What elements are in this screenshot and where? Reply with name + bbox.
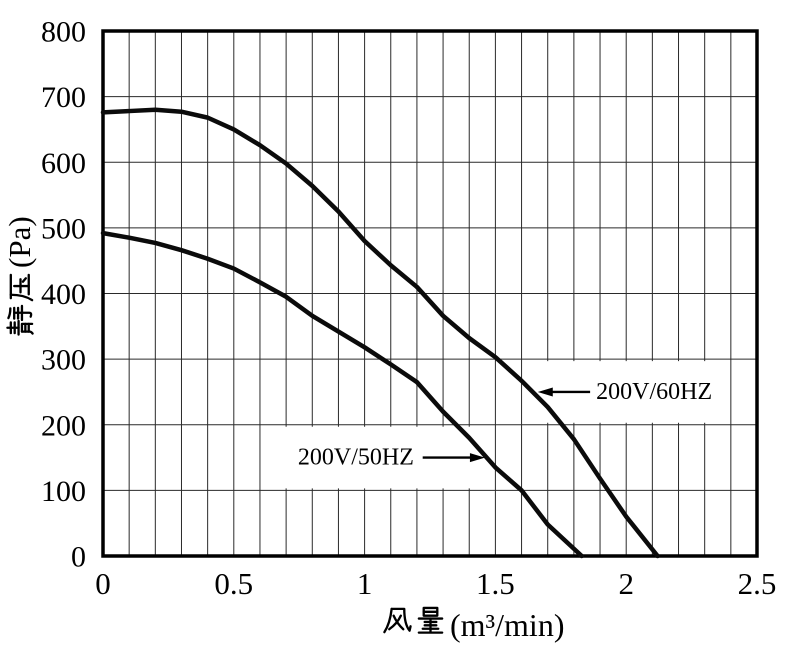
y-tick-label-0: 0: [71, 541, 86, 574]
x-axis-title-glyph-1: [383, 607, 412, 634]
y-axis-title-unit: (Pa): [2, 216, 37, 268]
y-axis-title-glyph-1-stroke: [20, 330, 34, 335]
x-axis-title: (m³/min): [383, 606, 564, 643]
x-axis-title-glyph-2-stroke: [422, 606, 439, 617]
x-axis-title-glyph-1-stroke: [390, 607, 412, 632]
x-tick-label-1-5: 1.5: [476, 566, 515, 601]
curve-200v-60hz: [100, 107, 660, 559]
y-tick-label-600: 600: [41, 147, 86, 180]
x-tick-label-2-5: 2.5: [738, 566, 777, 601]
x-tick-label-2: 2: [618, 566, 634, 601]
y-tick-label-700: 700: [41, 81, 86, 114]
y-tick-label-400: 400: [41, 278, 86, 311]
y-tick-label-200: 200: [41, 409, 86, 442]
annotation-arrowhead-200v-50hz: [469, 453, 485, 463]
x-axis-title-glyph-2: [417, 606, 444, 634]
x-tick-label-0: 0: [95, 566, 111, 601]
y-tick-label-500: 500: [41, 212, 86, 245]
y-axis-title-glyph-1-stroke: [13, 311, 33, 318]
y-axis-title-glyph-1: [6, 304, 34, 336]
annotation-arrowhead-200v-60hz: [537, 387, 553, 397]
y-axis-title-glyph-1-stroke: [20, 322, 34, 333]
y-axis-title-glyph-2: [9, 273, 34, 302]
y-axis-title-glyph-1-stroke: [7, 307, 12, 320]
x-axis-title-glyph-1-stroke: [392, 614, 405, 631]
y-axis-title: (Pa): [2, 216, 37, 336]
y-axis-title-glyph-2-stroke: [21, 277, 27, 283]
x-axis-title-glyph-1-stroke: [383, 607, 393, 634]
x-tick-label-1: 1: [357, 566, 373, 601]
annotation-label-200v-60hz: 200V/60HZ: [596, 379, 712, 405]
y-tick-label-100: 100: [41, 475, 86, 508]
plot-border: [101, 29, 759, 558]
y-tick-label-800: 800: [41, 16, 86, 49]
x-tick-label-0-5: 0.5: [214, 566, 253, 601]
curve-200v-50hz: [100, 230, 584, 559]
x-axis-title-glyph-1-stroke: [388, 614, 403, 631]
annotation-label-200v-50hz: 200V/50HZ: [298, 445, 414, 471]
y-axis-title-glyph-2-stroke: [9, 293, 34, 302]
x-axis-title-unit: (m³/min): [450, 607, 564, 643]
y-tick-label-300: 300: [41, 344, 86, 377]
